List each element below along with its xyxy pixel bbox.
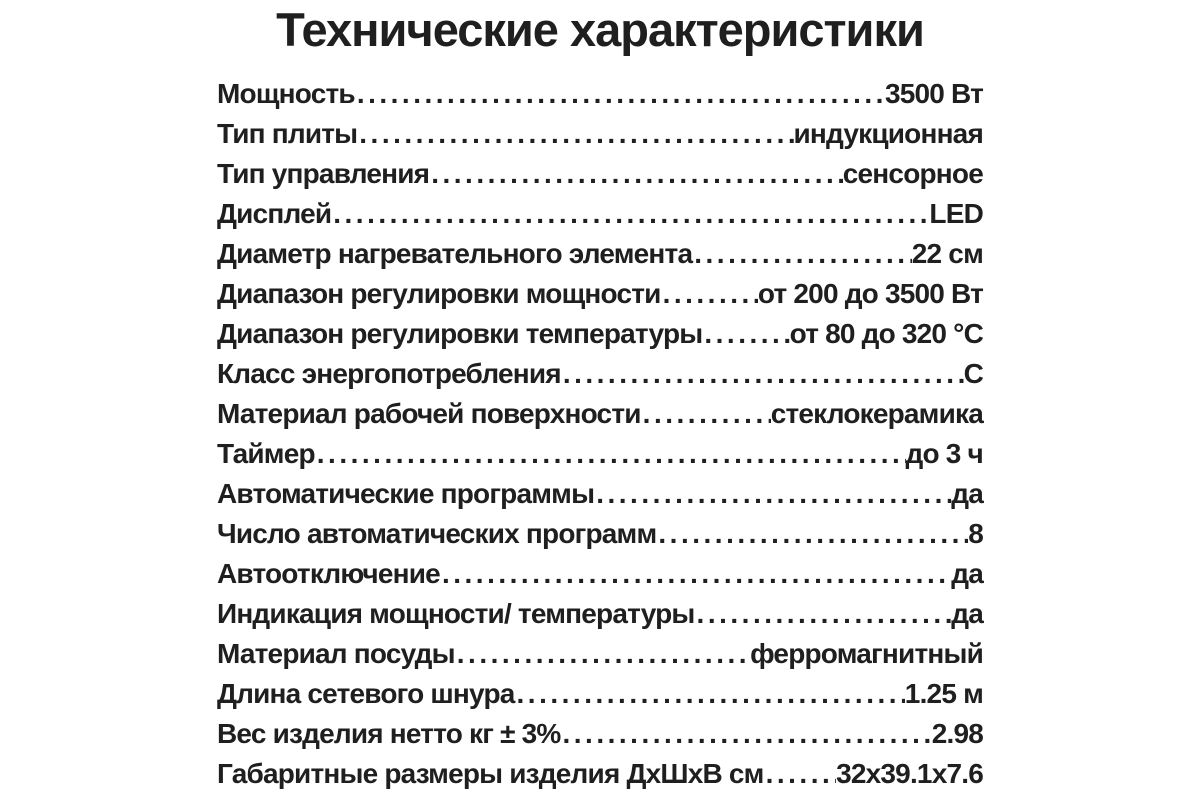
spec-row: Диапазон регулировки мощности от 200 до …: [217, 274, 984, 314]
spec-value: LED: [929, 198, 983, 229]
spec-row: Габаритные размеры изделия ДхШхВ см 32х3…: [217, 754, 984, 794]
spec-label: Автоматические программы: [217, 478, 595, 509]
dot-leader: [355, 74, 885, 114]
dot-leader: [331, 194, 929, 234]
spec-value: ферромагнитный: [750, 638, 984, 669]
spec-row: Мощность 3500 Вт: [217, 74, 984, 114]
dot-leader: [594, 474, 951, 514]
dot-leader: [702, 314, 789, 354]
spec-row: Длина сетевого шнура 1.25 м: [217, 674, 984, 714]
spec-value: 22 см: [911, 238, 984, 269]
spec-label: Автоотключение: [217, 558, 441, 589]
spec-value: да: [951, 478, 984, 509]
spec-row: Диапазон регулировки температуры от 80 д…: [217, 314, 984, 354]
spec-value: С: [963, 358, 984, 389]
spec-row: Класс энергопотребления С: [217, 354, 984, 394]
spec-row: Индикация мощности/ температуры да: [217, 594, 984, 634]
spec-row: Число автоматических программ 8: [217, 514, 984, 554]
spec-row: Материал рабочей поверхности стеклокерам…: [217, 394, 984, 434]
spec-label: Класс энергопотребления: [217, 358, 562, 389]
dot-leader: [357, 114, 793, 154]
spec-value: 8: [968, 518, 984, 549]
spec-value: стеклокерамика: [770, 398, 984, 429]
spec-value: до 3 ч: [905, 438, 984, 469]
spec-label: Тип плиты: [217, 118, 358, 149]
spec-value: индукционная: [793, 118, 984, 149]
spec-label: Диаметр нагревательного элемента: [217, 238, 693, 269]
spec-value: да: [951, 598, 984, 629]
spec-label: Материал рабочей поверхности: [217, 398, 641, 429]
dot-leader: [561, 354, 964, 394]
dot-leader: [429, 154, 843, 194]
page-title: Технические характеристики: [276, 3, 925, 56]
dot-leader: [695, 594, 952, 634]
spec-label: Индикация мощности/ температуры: [217, 598, 695, 629]
spec-label: Вес изделия нетто кг ± 3%: [217, 718, 561, 749]
spec-row: Тип управления сенсорное: [217, 154, 984, 194]
dot-leader: [656, 514, 968, 554]
spec-label: Диапазон регулировки температуры: [217, 318, 703, 349]
spec-value: 3500 Вт: [884, 78, 984, 109]
spec-row: Тип плиты индукционная: [217, 114, 984, 154]
dot-leader: [692, 234, 912, 274]
spec-value: сенсорное: [842, 158, 984, 189]
spec-label: Число автоматических программ: [217, 518, 657, 549]
dot-leader: [515, 674, 905, 714]
spec-value: да: [951, 558, 984, 589]
dot-leader: [661, 274, 758, 314]
spec-value: от 200 до 3500 Вт: [757, 278, 984, 309]
spec-label: Тип управления: [217, 158, 430, 189]
dot-leader: [764, 754, 837, 794]
spec-row: Автоотключение да: [217, 554, 984, 594]
spec-row: Вес изделия нетто кг ± 3% 2.98: [217, 714, 984, 754]
spec-label: Таймер: [217, 438, 316, 469]
spec-list: Мощность 3500 Вт Тип плиты индукционная …: [217, 74, 984, 794]
spec-value: 1.25 м: [904, 678, 984, 709]
dot-leader: [641, 394, 771, 434]
spec-value: от 80 до 320 °С: [789, 318, 984, 349]
dot-leader: [315, 434, 906, 474]
spec-label: Материал посуды: [217, 638, 456, 669]
spec-label: Диапазон регулировки мощности: [217, 278, 661, 309]
spec-label: Длина сетевого шнура: [217, 678, 515, 709]
spec-row: Диаметр нагревательного элемента 22 см: [217, 234, 984, 274]
spec-value: 2.98: [931, 718, 984, 749]
spec-label: Дисплей: [217, 198, 332, 229]
dot-leader: [455, 634, 750, 674]
spec-label: Габаритные размеры изделия ДхШхВ см: [217, 758, 764, 789]
dot-leader: [440, 554, 951, 594]
spec-row: Таймер до 3 ч: [217, 434, 984, 474]
spec-row: Дисплей LED: [217, 194, 984, 234]
spec-label: Мощность: [217, 78, 356, 109]
spec-row: Материал посуды ферромагнитный: [217, 634, 984, 674]
spec-row: Автоматические программы да: [217, 474, 984, 514]
spec-value: 32х39.1х7.6: [836, 758, 984, 789]
dot-leader: [561, 714, 932, 754]
